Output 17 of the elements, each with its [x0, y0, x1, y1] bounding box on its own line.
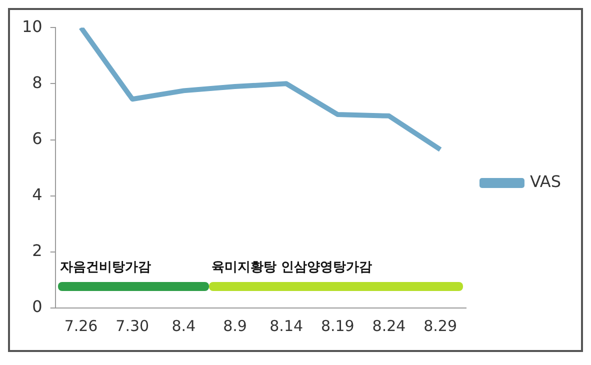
y-tick-label: 4	[32, 184, 42, 204]
x-tick-label: 8.19	[320, 316, 354, 335]
legend-label: VAS	[530, 172, 562, 192]
x-tick-label: 7.30	[116, 316, 150, 335]
y-tick-label: 6	[32, 128, 42, 148]
x-tick-label: 7.26	[64, 316, 98, 335]
annotation: 육미지황탕 인삼양영탕가감	[211, 259, 372, 276]
annotation: 자음건비탕가감	[60, 259, 151, 276]
y-tick-label: 10	[22, 16, 42, 36]
y-tick-label: 8	[32, 72, 42, 92]
x-tick-label: 8.9	[223, 316, 247, 335]
x-tick-label: 8.4	[172, 316, 196, 335]
y-tick-label: 2	[32, 241, 42, 260]
x-tick-label: 8.29	[424, 316, 458, 335]
x-tick-label: 8.24	[372, 316, 406, 335]
x-tick-label: 8.14	[270, 316, 304, 335]
y-tick-label: 0	[32, 297, 42, 316]
